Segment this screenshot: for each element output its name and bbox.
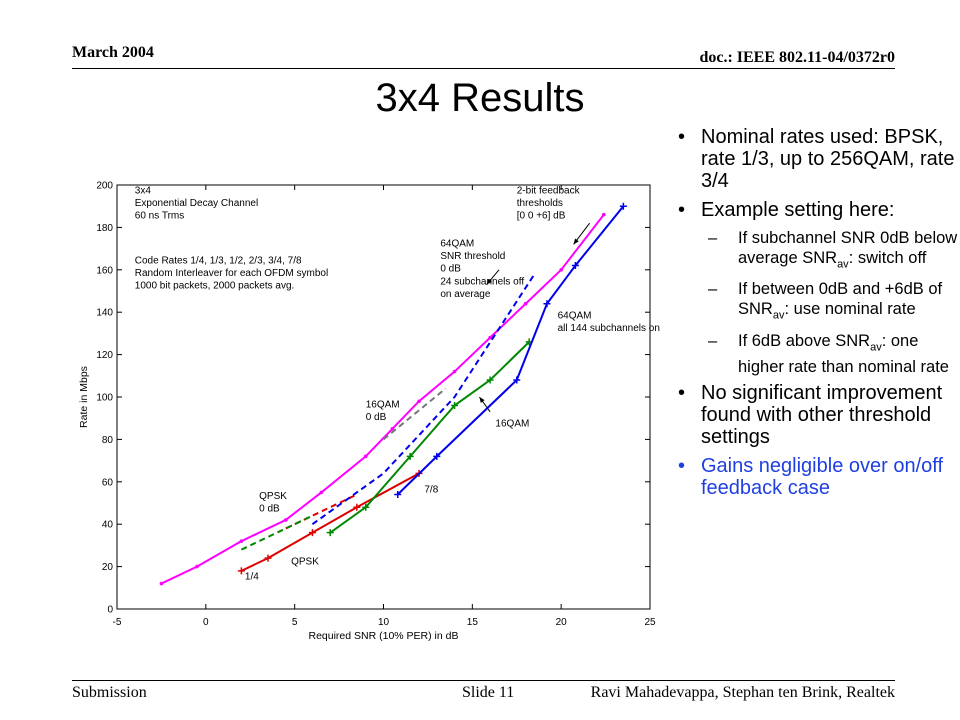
series-3-point — [362, 503, 370, 511]
x-tick-label: 10 — [378, 617, 390, 628]
slide-title: 3x4 Results — [375, 76, 585, 120]
x-tick-label: 5 — [292, 617, 298, 628]
plot-frame — [116, 184, 651, 610]
chart-annotation: 1/4 — [245, 571, 259, 582]
series-1-point — [237, 567, 245, 575]
footer-authors: Ravi Mahadevappa, Stephan ten Brink, Rea… — [590, 684, 895, 701]
y-tick-label: 180 — [96, 223, 113, 234]
chart-annotation: QPSK 0 dB — [259, 491, 287, 515]
bullet-nominal-rates: Nominal rates used: BPSK, rate 1/3, up t… — [676, 126, 960, 192]
chart-annotation: 64QAM SNR threshold 0 dB 24 subchannels off… — [440, 238, 524, 299]
y-tick-label: 140 — [96, 308, 113, 319]
series-1-point — [264, 554, 272, 562]
series-0-point — [488, 335, 492, 340]
header-doc-id: doc.: IEEE 802.11-04/0372r0 — [699, 49, 895, 66]
chart-annotation: 7/8 — [424, 484, 438, 495]
x-tick-label: 20 — [556, 617, 568, 628]
series-5-point — [433, 452, 441, 460]
series-5-point — [513, 376, 521, 384]
y-tick-label: 200 — [96, 181, 113, 192]
series-0-point — [452, 369, 457, 374]
series-line-3 — [329, 341, 530, 534]
sub-bullet-higher-rate: If 6dB above SNRav: one higher rate than… — [708, 331, 960, 377]
series-0-point — [159, 581, 164, 586]
series-5-point — [619, 202, 627, 210]
series-0-point — [283, 518, 288, 522]
series-1-point — [308, 529, 316, 537]
chart-annotation: 16QAM 0 dB — [366, 400, 400, 424]
y-tick-label: 0 — [107, 605, 113, 616]
y-tick-label: 20 — [102, 562, 114, 573]
y-tick-label: 40 — [102, 520, 114, 531]
rate-vs-snr-chart: -5 0 5 10 15 20 25020406080100120140160180200R… — [78, 181, 660, 643]
y-tick-label: 100 — [96, 393, 113, 404]
x-tick-label: 0 — [203, 617, 209, 628]
series-5-point — [571, 262, 579, 270]
series-line-4 — [240, 514, 313, 551]
series-0-point — [602, 212, 606, 217]
header-rule — [72, 68, 895, 69]
notes-panel: Nominal rates used: BPSK, rate 1/3, up t… — [676, 126, 960, 506]
chart-annotation: 2-bit feedback thresholds [0 0 +6] dB — [517, 185, 581, 221]
series-0-point — [195, 564, 199, 569]
y-tick-label: 60 — [102, 477, 114, 488]
y-tick-label: 120 — [96, 350, 113, 361]
x-tick-label: -5 — [113, 617, 122, 628]
series-5-point — [394, 491, 402, 499]
series-3-point — [451, 401, 459, 409]
header-date: March 2004 — [72, 44, 154, 61]
y-tick-label: 160 — [96, 265, 113, 276]
x-axis-label: Required SNR (10% PER) in dB — [309, 630, 459, 642]
bullet-gains-negligible: Gains negligible over on/off feedback ca… — [676, 455, 960, 499]
annotation-arrowhead — [573, 238, 579, 245]
sub-bullet-nominal-rate: If between 0dB and +6dB of SNRav: use no… — [708, 279, 960, 325]
chart-annotation: 16QAM — [495, 419, 529, 430]
series-3-point — [406, 452, 414, 460]
bullet-no-improvement: No significant improvement found with ot… — [676, 382, 960, 448]
footer-slide-number: Slide 11 — [462, 684, 515, 701]
series-line-5 — [397, 205, 625, 496]
annotation-arrowhead — [479, 397, 485, 403]
footer-submission: Submission — [72, 684, 147, 701]
series-0-point — [417, 399, 421, 404]
sub-bullet-switch-off: If subchannel SNR 0dB below average SNRa… — [708, 228, 960, 274]
y-axis-label: Rate in Mbps — [78, 366, 90, 428]
series-0-point — [523, 301, 528, 306]
chart-annotation: 3x4 Exponential Decay Channel 60 ns Trms — [135, 185, 258, 221]
series-3-point — [486, 376, 494, 384]
chart-annotation: 64QAM all 144 subchannels on — [558, 311, 660, 335]
chart-annotation: Code Rates 1/4, 1/3, 1/2, 2/3, 3/4, 7/8 R… — [135, 255, 328, 291]
series-0-point — [559, 268, 563, 272]
y-tick-label: 80 — [102, 435, 114, 446]
chart-annotation: QPSK — [291, 556, 319, 567]
x-tick-label: 15 — [467, 617, 479, 628]
annotation-arrowhead — [486, 278, 492, 285]
series-0-point — [363, 454, 368, 459]
series-3-point — [326, 529, 334, 537]
footer-rule — [72, 680, 895, 681]
series-5-point — [543, 300, 551, 308]
series-0-point — [239, 539, 244, 543]
series-line-6 — [311, 273, 536, 526]
x-tick-label: 25 — [644, 617, 656, 628]
series-line-7 — [382, 387, 447, 441]
bullet-example-setting: Example setting here: — [676, 199, 960, 221]
series-0-point — [390, 427, 395, 431]
series-1-point — [353, 503, 361, 511]
series-0-point — [319, 490, 324, 495]
